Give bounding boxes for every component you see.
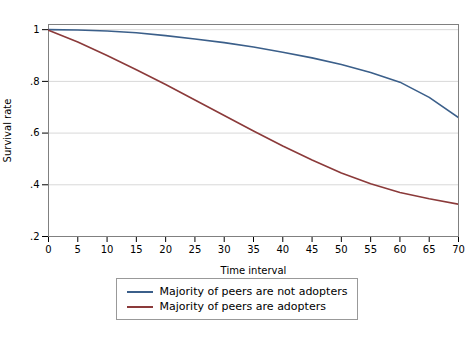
svg-text:1: 1 [33,24,39,35]
svg-text:.6: .6 [30,127,40,138]
svg-text:.8: .8 [30,76,40,87]
svg-text:.4: .4 [30,179,40,190]
svg-text:45: 45 [306,244,319,255]
svg-text:65: 65 [423,244,436,255]
svg-text:15: 15 [130,244,143,255]
svg-text:Time interval: Time interval [220,265,287,276]
svg-text:30: 30 [218,244,231,255]
svg-text:5: 5 [75,244,81,255]
svg-text:20: 20 [159,244,172,255]
svg-text:25: 25 [189,244,202,255]
svg-text:40: 40 [276,244,289,255]
svg-text:70: 70 [452,244,465,255]
html-text:Majority of peers are adopters: Majority of peers are adopters [159,300,326,313]
svg-text:55: 55 [364,244,377,255]
svg-text:.2: .2 [30,231,40,242]
svg-text:10: 10 [101,244,114,255]
svg-text:0: 0 [45,244,51,255]
svg-text:50: 50 [335,244,348,255]
svg-text:60: 60 [394,244,407,255]
svg-text:Survival rate: Survival rate [2,99,13,163]
html-text:Majority of peers are not adop: Majority of peers are not adopters [159,285,348,298]
svg-text:35: 35 [247,244,260,255]
